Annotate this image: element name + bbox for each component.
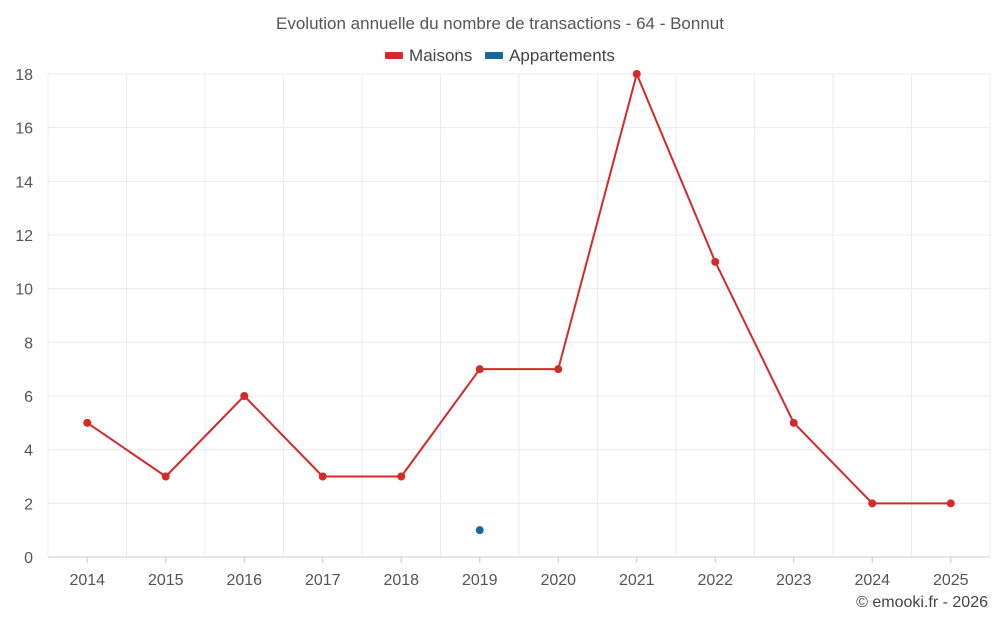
data-point-maisons	[789, 418, 798, 427]
data-point-maisons	[83, 418, 92, 427]
x-tick-label: 2017	[305, 572, 341, 589]
data-point-maisons	[868, 499, 877, 508]
data-point-maisons	[475, 365, 484, 374]
y-tick-label: 16	[15, 121, 33, 138]
y-tick-label: 8	[24, 335, 33, 352]
y-tick-label: 10	[15, 282, 33, 299]
y-tick-label: 6	[24, 389, 33, 406]
legend: Maisons Appartements	[0, 44, 1000, 66]
x-tick-label: 2020	[540, 572, 576, 589]
x-tick-label: 2014	[69, 572, 105, 589]
data-point-maisons	[161, 472, 170, 481]
data-point-maisons	[946, 499, 955, 508]
x-tick-label: 2015	[148, 572, 184, 589]
legend-label-appartements: Appartements	[509, 45, 615, 65]
data-point-maisons	[240, 392, 249, 400]
data-point-maisons	[397, 472, 406, 481]
data-point-appartements	[475, 526, 484, 535]
legend-item-appartements[interactable]: Appartements	[485, 46, 615, 66]
y-tick-label: 0	[24, 550, 33, 567]
data-point-maisons	[632, 70, 641, 78]
data-point-maisons	[318, 472, 327, 481]
y-tick-label: 4	[24, 443, 33, 460]
legend-swatch-maisons	[385, 52, 404, 59]
x-tick-label: 2024	[854, 572, 890, 589]
data-point-maisons	[554, 365, 563, 374]
legend-label-maisons: Maisons	[409, 45, 473, 65]
x-tick-label: 2018	[383, 572, 419, 589]
x-tick-label: 2021	[619, 572, 655, 589]
x-tick-label: 2016	[226, 572, 262, 589]
footer-credit: © emooki.fr - 2026	[856, 594, 988, 611]
x-tick-label: 2025	[933, 572, 969, 589]
legend-item-maisons[interactable]: Maisons	[385, 46, 472, 66]
x-tick-label: 2019	[462, 572, 498, 589]
series-line-maisons	[86, 73, 951, 505]
y-tick-label: 2	[24, 496, 33, 513]
y-tick-label: 14	[15, 174, 33, 191]
legend-swatch-appartements	[485, 52, 504, 59]
x-tick-label: 2022	[697, 572, 733, 589]
y-tick-label: 12	[15, 228, 33, 245]
y-tick-label: 18	[15, 67, 33, 84]
data-point-maisons	[711, 257, 720, 266]
chart-title: Evolution annuelle du nombre de transact…	[276, 14, 724, 33]
x-tick-label: 2023	[776, 572, 812, 589]
